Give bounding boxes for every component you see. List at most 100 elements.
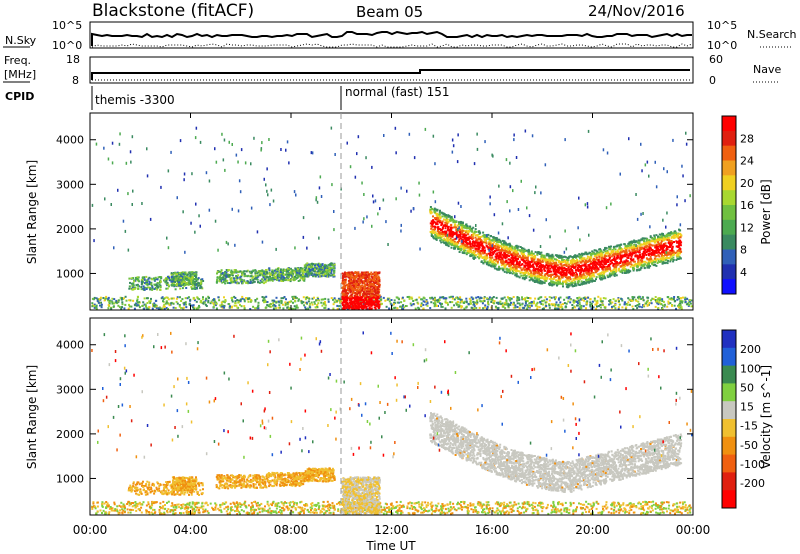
near-range-echo	[219, 304, 222, 307]
near-range-echo	[530, 302, 533, 305]
arc-echo	[669, 241, 672, 244]
arc-echo	[596, 269, 599, 272]
arc-echo	[482, 241, 485, 244]
near-range-echo	[269, 305, 272, 308]
arc-echo	[531, 259, 534, 261]
near-range-echo	[420, 302, 423, 305]
near-range-echo	[333, 301, 336, 304]
near-range-echo	[99, 304, 101, 307]
near-range-echo	[334, 298, 337, 301]
arc-echo	[505, 260, 508, 263]
arc-echo	[618, 267, 620, 270]
arc-echo	[596, 253, 599, 256]
arc-echo	[454, 226, 457, 229]
arc-echo	[550, 275, 552, 278]
arc-echo	[445, 217, 448, 220]
near-range-echo	[205, 297, 208, 300]
arc-echo	[461, 229, 464, 232]
near-range-echo	[532, 300, 535, 303]
arc-echo	[540, 254, 543, 257]
near-range-echo	[210, 301, 213, 304]
near-range-echo	[662, 300, 665, 303]
near-range-echo	[185, 306, 188, 309]
near-range-echo	[230, 306, 233, 309]
arc-echo	[567, 259, 570, 262]
arc-echo	[643, 254, 646, 257]
arc-echo	[643, 242, 645, 245]
arc-echo	[434, 233, 437, 236]
near-range-echo	[233, 304, 236, 307]
arc-echo	[557, 269, 560, 272]
near-range-echo	[564, 305, 567, 308]
arc-echo	[613, 274, 616, 276]
arc-echo	[459, 222, 462, 225]
arc-echo	[598, 248, 601, 251]
arc-echo	[435, 238, 438, 240]
arc-echo	[463, 248, 465, 251]
arc-echo	[668, 246, 671, 249]
near-range-echo	[324, 297, 327, 300]
arc-echo	[492, 262, 495, 265]
near-range-echo	[492, 296, 495, 298]
arc-echo	[621, 269, 624, 272]
arc-echo	[566, 257, 569, 260]
arc-echo	[495, 237, 498, 240]
arc-echo	[459, 235, 462, 238]
near-range-echo	[548, 299, 551, 302]
arc-echo	[475, 247, 478, 250]
arc-echo	[610, 245, 612, 248]
arc-echo	[562, 281, 564, 284]
near-range-echo	[451, 301, 454, 304]
near-range-echo	[282, 297, 285, 300]
arc-echo	[636, 257, 639, 260]
arc-echo	[511, 247, 514, 250]
arc-echo	[626, 260, 629, 263]
arc-echo	[537, 262, 540, 265]
arc-echo	[491, 239, 494, 242]
near-range-echo	[470, 306, 473, 309]
near-range-echo	[507, 303, 510, 306]
arc-echo	[678, 241, 681, 244]
near-range-echo	[154, 303, 157, 306]
arc-echo	[607, 267, 610, 270]
arc-echo	[557, 260, 560, 263]
near-range-echo	[617, 298, 620, 301]
near-range-echo	[460, 298, 463, 301]
arc-echo	[641, 246, 644, 249]
near-range-echo	[473, 307, 475, 310]
near-range-echo	[461, 300, 464, 303]
near-range-echo	[504, 303, 507, 306]
arc-echo	[469, 254, 472, 257]
arc-echo	[457, 241, 460, 244]
near-range-echo	[537, 297, 540, 300]
arc-echo	[509, 250, 512, 253]
near-range-echo	[339, 298, 342, 301]
near-range-echo	[557, 298, 560, 301]
arc-echo	[658, 236, 661, 239]
arc-echo	[567, 266, 570, 269]
near-range-echo	[518, 307, 521, 310]
arc-echo	[546, 254, 549, 257]
arc-echo	[660, 247, 663, 250]
near-range-echo	[176, 302, 179, 305]
near-range-echo	[337, 297, 340, 300]
near-range-echo	[300, 301, 303, 304]
near-range-echo	[373, 298, 376, 301]
arc-echo	[579, 276, 582, 279]
near-range-echo	[642, 299, 645, 302]
near-range-echo	[618, 303, 621, 306]
arc-echo	[530, 264, 532, 267]
near-range-echo	[193, 306, 196, 309]
near-range-echo	[305, 301, 308, 304]
arc-echo	[444, 227, 447, 230]
arc-echo	[586, 257, 589, 260]
arc-echo	[450, 229, 453, 232]
arc-echo	[503, 256, 506, 259]
near-range-echo	[516, 306, 519, 308]
arc-echo	[585, 261, 588, 264]
near-range-echo	[118, 306, 121, 309]
arc-echo	[476, 234, 479, 236]
near-range-echo	[163, 307, 166, 310]
arc-echo	[643, 237, 646, 240]
arc-echo	[493, 241, 496, 244]
